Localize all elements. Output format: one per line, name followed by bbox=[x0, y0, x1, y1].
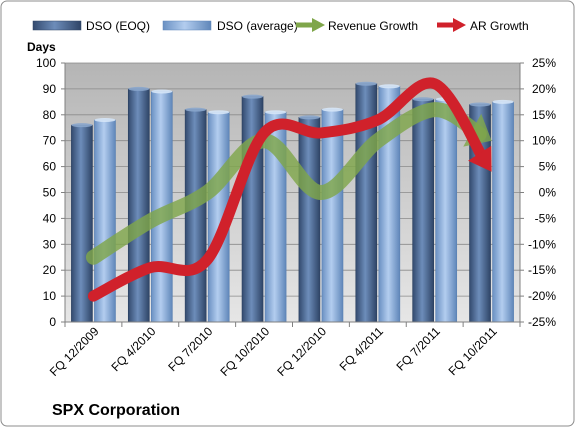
bar-dso-eoq-cap bbox=[469, 102, 491, 107]
bar-dso-average bbox=[492, 101, 514, 323]
bar-dso-eoq bbox=[412, 98, 434, 323]
y-tick-label: 70 bbox=[43, 134, 57, 148]
y2-tick-label: 25% bbox=[532, 56, 556, 70]
axes bbox=[61, 62, 524, 327]
y2-tick-label: -10% bbox=[528, 237, 556, 251]
bar-dso-eoq-cap bbox=[242, 94, 264, 99]
bar-dso-eoq bbox=[184, 109, 207, 323]
bar-dso-average bbox=[435, 98, 458, 323]
y-tick-label: 60 bbox=[43, 160, 57, 174]
bar-dso-average-cap bbox=[378, 84, 400, 89]
y-tick-label: 10 bbox=[43, 289, 57, 303]
bar-dso-average bbox=[321, 109, 344, 323]
y-tick-label: 100 bbox=[36, 56, 56, 70]
bar-dso-average-cap bbox=[492, 99, 514, 104]
y-tick-label: 30 bbox=[43, 237, 57, 251]
bar-dso-eoq-cap bbox=[355, 81, 377, 86]
bar-dso-average-cap bbox=[151, 89, 173, 94]
ar-growth-line bbox=[87, 77, 490, 302]
bar-dso-average-cap bbox=[265, 110, 287, 115]
y-tick-label: 50 bbox=[43, 186, 57, 200]
y-tick-label: 0 bbox=[49, 315, 56, 329]
y2-tick-label: -5% bbox=[535, 211, 557, 225]
y-tick-label: 40 bbox=[43, 211, 57, 225]
legend-swatch-dso-eoq bbox=[32, 20, 82, 31]
legend-label-dso-average: DSO (average) bbox=[217, 19, 298, 33]
ar-growth-line-arrowhead bbox=[468, 145, 492, 172]
legend-arrow-revenue-growth bbox=[296, 18, 325, 32]
bar-dso-average-cap bbox=[94, 117, 116, 122]
bar-dso-average-cap bbox=[208, 110, 230, 115]
y-tick-label: 90 bbox=[43, 82, 57, 96]
bar-dso-eoq-cap bbox=[128, 86, 150, 91]
revenue-growth-line bbox=[85, 102, 487, 265]
legend-swatch-dso-average bbox=[162, 20, 212, 31]
y-tick-label: 80 bbox=[43, 108, 57, 122]
legend-label-ar-growth: AR Growth bbox=[470, 19, 529, 33]
legend-label-revenue-growth: Revenue Growth bbox=[328, 19, 418, 33]
y2-tick-label: 20% bbox=[532, 82, 556, 96]
y-tick-label: 20 bbox=[43, 263, 57, 277]
y2-tick-label: -15% bbox=[528, 263, 556, 277]
bar-dso-eoq bbox=[127, 88, 150, 323]
growth-lines bbox=[85, 77, 492, 302]
bar-dso-eoq-cap bbox=[71, 123, 93, 128]
bar-dso-eoq bbox=[298, 117, 321, 323]
legend-label-dso-eoq: DSO (EOQ) bbox=[86, 19, 150, 33]
y2-tick-label: 5% bbox=[539, 160, 557, 174]
y2-tick-label: 10% bbox=[532, 134, 556, 148]
bar-dso-eoq-cap bbox=[185, 107, 207, 112]
chart-title: SPX Corporation bbox=[52, 402, 180, 419]
y2-tick-label: -25% bbox=[528, 315, 556, 329]
y-axis-label: Days bbox=[27, 40, 56, 54]
bar-dso-eoq bbox=[71, 124, 93, 323]
bar-dso-average-cap bbox=[321, 107, 343, 112]
y2-tick-label: 15% bbox=[532, 108, 556, 122]
legend: DSO (EOQ) DSO (average) Revenue Growth A… bbox=[32, 18, 529, 33]
y2-tick-label: 0% bbox=[539, 186, 557, 200]
bar-dso-eoq-cap bbox=[298, 115, 320, 120]
bars bbox=[71, 81, 514, 323]
y2-tick-label: -20% bbox=[528, 289, 556, 303]
bar-dso-eoq-cap bbox=[412, 97, 434, 102]
legend-arrow-ar-growth bbox=[437, 18, 466, 32]
